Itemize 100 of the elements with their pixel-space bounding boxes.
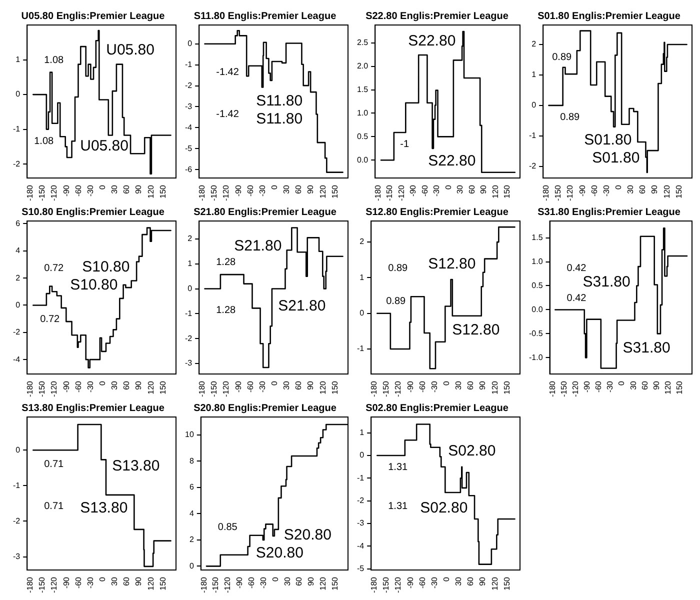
x-tick-label: -120 [222,380,231,398]
y-tick-label: 0 [189,561,194,570]
y-tick-label: -2 [12,328,21,337]
x-tick-label: 120 [490,184,500,198]
y-tick-label: -1 [356,344,365,354]
y-tick-label: 2 [16,273,21,282]
x-tick-label: 30 [282,576,292,586]
x-tick-label: 90 [652,380,661,390]
x-tick-label: -90 [234,380,243,393]
x-tick-label: -90 [234,184,243,197]
x-tick-label: -120 [50,576,59,594]
y-tick-label: 0.5 [356,132,369,141]
x-tick-label: 60 [294,380,304,390]
chart-title: S10.80 Englis:Premier League [22,206,165,218]
x-tick-label: 150 [674,184,684,198]
x-tick-label: 120 [318,184,328,198]
y-tick-label: 0 [188,284,193,293]
annotation: U05.80 [80,138,128,155]
annotation: -1 [400,138,410,150]
x-tick-label: -150 [560,380,569,398]
y-tick-label: -5 [184,144,193,153]
annotation: S02.80 [420,500,468,517]
y-tick-label: 0 [16,90,21,99]
x-tick-label: 90 [306,576,316,586]
x-tick-label: -120 [222,184,231,202]
x-tick-label: -120 [571,380,580,398]
x-tick-label: 0 [98,380,107,386]
annotation: S01.80 [584,132,632,149]
y-tick-label: -3 [184,358,193,368]
x-tick-label: 90 [479,184,488,194]
annotation: -1.42 [216,66,240,78]
x-tick-label: 90 [478,380,488,390]
x-tick-label: -180 [198,184,207,202]
y-tick-label: 1.5 [532,232,544,242]
annotation: 0.71 [44,500,64,512]
x-tick-label: 0 [98,576,107,582]
annotation: S21.80 [234,238,282,255]
x-tick-label: -150 [38,380,47,398]
x-tick-label: 150 [158,380,168,394]
x-tick-label: -150 [382,380,391,398]
x-tick-label: 0 [442,380,451,386]
y-tick-label: 6 [16,218,21,228]
x-tick-label: -120 [566,184,575,202]
x-tick-label: -120 [396,184,406,202]
x-tick-label: -180 [542,184,551,202]
x-tick-label: 120 [318,380,328,394]
y-tick-label: 10 [184,430,194,440]
annotation: 0.89 [386,296,406,307]
x-tick-label: 30 [628,380,638,390]
x-tick-label: -30 [86,576,95,589]
x-tick-label: 120 [490,576,500,590]
x-tick-label: -150 [38,576,47,594]
annotation: 0.71 [44,458,64,470]
x-tick-label: -180 [198,380,207,398]
y-tick-label: -4 [356,541,365,550]
x-tick-label: -30 [86,380,95,393]
annotation: S10.80 [82,258,130,276]
annotation: 0.85 [218,522,238,533]
x-tick-label: -30 [606,380,615,393]
x-tick-label: -120 [223,576,232,594]
annotation: S20.80 [284,526,332,544]
x-tick-label: 60 [638,184,648,194]
y-tick-label: 0 [360,308,365,318]
x-tick-label: 150 [330,576,340,590]
x-tick-label: 150 [502,380,512,394]
y-tick-label: 0 [16,300,21,310]
y-tick-label: 2 [532,40,537,49]
annotation: 0.42 [566,262,587,274]
annotation: S10.80 [70,276,118,294]
chart-title: S01.80 Englis:Premier League [538,10,681,22]
x-tick-label: 30 [110,576,120,586]
annotation: S12.80 [452,322,500,339]
y-tick-label: 1 [16,54,21,64]
y-tick-label: -6 [184,164,193,174]
y-tick-label: -2 [184,334,193,343]
y-tick-label: -1 [184,308,193,318]
y-tick-label: 6 [189,482,194,492]
annotation: 1.31 [388,462,408,473]
x-tick-label: -120 [50,184,59,202]
annotation: 0.42 [566,292,587,304]
x-tick-label: 0 [270,576,280,582]
y-tick-label: 1.5 [356,84,369,94]
x-tick-label: 60 [467,184,476,194]
x-tick-label: 120 [490,380,500,394]
annotation: S20.80 [256,544,304,562]
chart-title: S02.80 Englis:Premier League [366,402,509,414]
chart-title: U05.80 Englis:Premier League [21,10,166,22]
x-tick-label: 120 [146,184,156,198]
y-tick-label: -1 [12,480,21,490]
annotation: S12.80 [428,256,476,273]
y-tick-label: -2 [356,496,365,506]
x-tick-label: 0 [617,380,626,386]
x-tick-label: -180 [373,184,382,202]
y-tick-label: 2 [188,234,193,244]
y-tick-label: 2.0 [356,62,369,70]
y-tick-label: 2 [189,535,194,544]
chart-title: S21.80 Englis:Premier League [194,206,337,218]
x-tick-label: -90 [582,380,592,393]
y-tick-label: 1 [360,272,365,282]
x-tick-label: -150 [210,380,219,398]
